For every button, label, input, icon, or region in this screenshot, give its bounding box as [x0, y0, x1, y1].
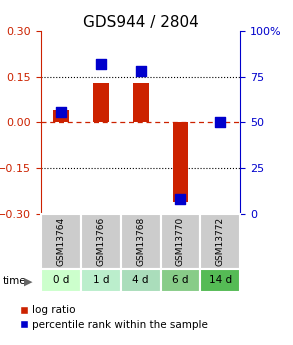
Legend: log ratio, percentile rank within the sample: log ratio, percentile rank within the sa… — [20, 305, 208, 329]
Text: GSM13764: GSM13764 — [57, 217, 65, 266]
Bar — [81, 214, 121, 269]
Bar — [41, 269, 81, 292]
Text: 1 d: 1 d — [93, 275, 109, 285]
Bar — [121, 214, 161, 269]
Point — [218, 120, 223, 125]
Bar — [81, 269, 121, 292]
Text: ▶: ▶ — [24, 276, 33, 286]
Bar — [93, 83, 109, 122]
Text: GSM13772: GSM13772 — [216, 217, 225, 266]
Text: time: time — [3, 276, 27, 286]
Text: 14 d: 14 d — [209, 275, 232, 285]
Bar — [53, 110, 69, 122]
Point — [98, 61, 103, 67]
Bar — [41, 214, 81, 269]
Bar — [133, 83, 149, 122]
Point — [59, 109, 63, 114]
Text: GSM13770: GSM13770 — [176, 217, 185, 266]
Bar — [200, 269, 240, 292]
Point — [138, 69, 143, 74]
Bar — [121, 269, 161, 292]
Bar — [173, 122, 188, 202]
Text: 6 d: 6 d — [172, 275, 189, 285]
Bar — [161, 214, 200, 269]
Text: 4 d: 4 d — [132, 275, 149, 285]
Point — [178, 197, 183, 202]
Text: GSM13768: GSM13768 — [136, 217, 145, 266]
Text: GSM13766: GSM13766 — [96, 217, 105, 266]
Bar — [200, 214, 240, 269]
Title: GDS944 / 2804: GDS944 / 2804 — [83, 15, 199, 30]
Bar — [161, 269, 200, 292]
Text: 0 d: 0 d — [53, 275, 69, 285]
